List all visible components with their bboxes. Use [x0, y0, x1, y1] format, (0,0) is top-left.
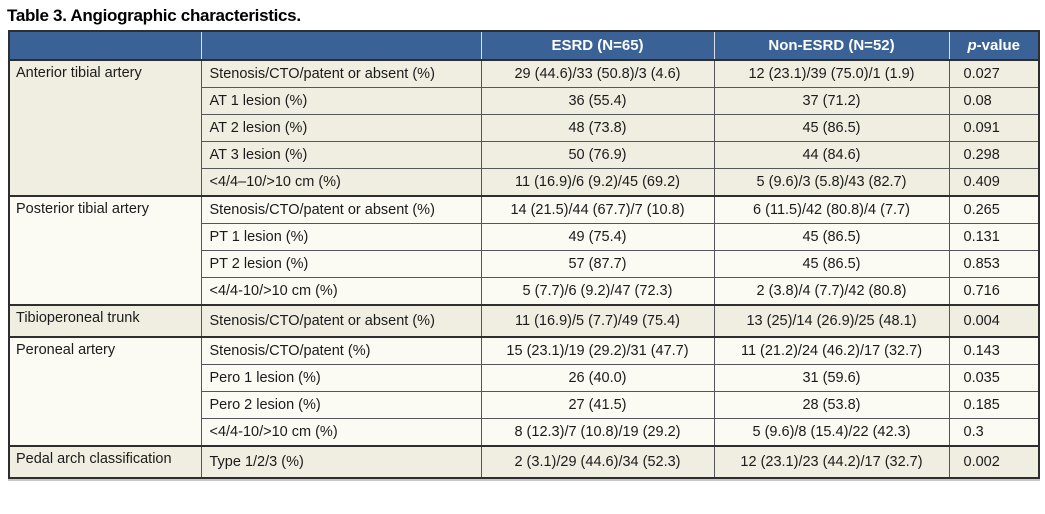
non-esrd-value-cell: 12 (23.1)/23 (44.2)/17 (32.7)	[713, 445, 950, 479]
page-title: Table 3. Angiographic characteristics.	[7, 6, 301, 25]
table-row: Pero 1 lesion (%) 26 (40.0) 31 (59.6) 0.035	[9, 364, 1040, 392]
p-value-cell: 0.3	[948, 418, 1040, 447]
group-label-cell: Posterior tibial artery	[8, 195, 202, 306]
non-esrd-value-cell: 6 (11.5)/42 (80.8)/4 (7.7)	[713, 195, 950, 224]
table-row: AT 2 lesion (%) 48 (73.8) 45 (86.5) 0.091	[9, 114, 1040, 142]
non-esrd-value-cell: 28 (53.8)	[713, 391, 950, 419]
non-esrd-value-cell: 45 (86.5)	[713, 114, 950, 142]
p-value-cell: 0.853	[948, 250, 1040, 278]
non-esrd-value-cell: 45 (86.5)	[713, 250, 950, 278]
esrd-value-cell: 5 (7.7)/6 (9.2)/47 (72.3)	[480, 277, 715, 306]
non-esrd-value-cell: 11 (21.2)/24 (46.2)/17 (32.7)	[713, 336, 950, 365]
esrd-value-cell: 36 (55.4)	[480, 87, 715, 115]
header-cell-empty-1	[9, 31, 202, 61]
esrd-value-cell: 57 (87.7)	[480, 250, 715, 278]
table-row: Anterior tibial artery Stenosis/CTO/paten…	[8, 59, 1040, 197]
p-value-cell: 0.035	[948, 364, 1040, 392]
table-row: Tibioperoneal trunk Stenosis/CTO/patent o…	[8, 304, 1040, 338]
group-label-cell: Pedal arch classification	[8, 445, 202, 479]
header-cell-empty-2	[201, 31, 482, 61]
esrd-value-cell: 8 (12.3)/7 (10.8)/19 (29.2)	[480, 418, 715, 447]
measure-cell: Stenosis/CTO/patent or absent (%)	[200, 195, 482, 224]
esrd-value-cell: 14 (21.5)/44 (67.7)/7 (10.8)	[480, 195, 715, 224]
non-esrd-value-cell: 44 (84.6)	[713, 141, 950, 169]
p-value-cell: 0.185	[948, 391, 1040, 419]
esrd-value-cell: 15 (23.1)/19 (29.2)/31 (47.7)	[480, 336, 715, 365]
esrd-value-cell: 29 (44.6)/33 (50.8)/3 (4.6)	[480, 59, 715, 88]
non-esrd-value-cell: 5 (9.6)/8 (15.4)/22 (42.3)	[713, 418, 950, 447]
non-esrd-value-cell: 31 (59.6)	[713, 364, 950, 392]
non-esrd-value-cell: 12 (23.1)/39 (75.0)/1 (1.9)	[713, 59, 950, 88]
angiographic-characteristics-table: ESRD (N=65) Non-ESRD (N=52) p-value Ante…	[8, 30, 1040, 479]
esrd-value-cell: 48 (73.8)	[480, 114, 715, 142]
measure-cell: AT 2 lesion (%)	[200, 114, 482, 142]
measure-cell: <4/4-10/>10 cm (%)	[200, 418, 482, 447]
p-value-cell: 0.027	[948, 59, 1040, 88]
p-value-cell: 0.08	[948, 87, 1040, 115]
non-esrd-value-cell: 5 (9.6)/3 (5.8)/43 (82.7)	[713, 168, 950, 197]
esrd-value-cell: 27 (41.5)	[480, 391, 715, 419]
p-value-cell: 0.004	[948, 304, 1040, 338]
non-esrd-value-cell: 37 (71.2)	[713, 87, 950, 115]
non-esrd-value-cell: 2 (3.8)/4 (7.7)/42 (80.8)	[713, 277, 950, 306]
table-row: <4/4-10/>10 cm (%) 8 (12.3)/7 (10.8)/19 (…	[9, 418, 1040, 447]
measure-cell: PT 1 lesion (%)	[200, 223, 482, 251]
esrd-value-cell: 11 (16.9)/6 (9.2)/45 (69.2)	[480, 168, 715, 197]
esrd-value-cell: 11 (16.9)/5 (7.7)/49 (75.4)	[480, 304, 715, 338]
p-value-cell: 0.131	[948, 223, 1040, 251]
table-row: Pedal arch classification Type 1/2/3 (%) 2…	[8, 445, 1040, 479]
p-value-cell: 0.002	[948, 445, 1040, 479]
header-cell-esrd: ESRD (N=65)	[481, 31, 715, 61]
esrd-value-cell: 2 (3.1)/29 (44.6)/34 (52.3)	[480, 445, 715, 479]
group-label-cell: Anterior tibial artery	[8, 59, 202, 197]
p-value-italic-p: p	[967, 37, 977, 54]
p-value-cell: 0.265	[948, 195, 1040, 224]
table-row: AT 3 lesion (%) 50 (76.9) 44 (84.6) 0.298	[9, 141, 1040, 169]
p-value-rest: -value	[976, 37, 1021, 54]
p-value-cell: 0.298	[948, 141, 1040, 169]
measure-cell: Type 1/2/3 (%)	[200, 445, 482, 479]
measure-cell: Stenosis/CTO/patent or absent (%)	[200, 304, 482, 338]
group-label-cell: Tibioperoneal trunk	[8, 304, 202, 338]
table-row: Pero 2 lesion (%) 27 (41.5) 28 (53.8) 0.185	[9, 391, 1040, 419]
measure-cell: Pero 1 lesion (%)	[200, 364, 482, 392]
header-row: ESRD (N=65) Non-ESRD (N=52) p-value	[9, 31, 1039, 61]
measure-cell: AT 3 lesion (%)	[200, 141, 482, 169]
p-value-cell: 0.409	[948, 168, 1040, 197]
table-row: <4/4–10/>10 cm (%) 11 (16.9)/6 (9.2)/45 (…	[9, 168, 1040, 197]
table-row: AT 1 lesion (%) 36 (55.4) 37 (71.2) 0.08	[9, 87, 1040, 115]
non-esrd-value-cell: 13 (25)/14 (26.9)/25 (48.1)	[713, 304, 950, 338]
p-value-cell: 0.091	[948, 114, 1040, 142]
measure-cell: AT 1 lesion (%)	[200, 87, 482, 115]
measure-cell: <4/4-10/>10 cm (%)	[200, 277, 482, 306]
measure-cell: Stenosis/CTO/patent or absent (%)	[200, 59, 482, 88]
esrd-value-cell: 50 (76.9)	[480, 141, 715, 169]
group-label-cell: Peroneal artery	[8, 336, 202, 447]
non-esrd-value-cell: 45 (86.5)	[713, 223, 950, 251]
table-body: Anterior tibial artery Stenosis/CTO/paten…	[8, 59, 1040, 479]
header-cell-non-esrd: Non-ESRD (N=52)	[714, 31, 950, 61]
measure-cell: <4/4–10/>10 cm (%)	[200, 168, 482, 197]
table-row: Peroneal artery Stenosis/CTO/patent (%) 15…	[8, 336, 1040, 447]
header-cell-p-value: p-value	[949, 31, 1039, 61]
table-row: PT 2 lesion (%) 57 (87.7) 45 (86.5) 0.853	[9, 250, 1040, 278]
esrd-value-cell: 49 (75.4)	[480, 223, 715, 251]
measure-cell: Pero 2 lesion (%)	[200, 391, 482, 419]
p-value-cell: 0.716	[948, 277, 1040, 306]
table-row: <4/4-10/>10 cm (%) 5 (7.7)/6 (9.2)/47 (72…	[9, 277, 1040, 306]
measure-cell: PT 2 lesion (%)	[200, 250, 482, 278]
table-row: Posterior tibial artery Stenosis/CTO/pate…	[8, 195, 1040, 306]
p-value-cell: 0.143	[948, 336, 1040, 365]
measure-cell: Stenosis/CTO/patent (%)	[200, 336, 482, 365]
esrd-value-cell: 26 (40.0)	[480, 364, 715, 392]
